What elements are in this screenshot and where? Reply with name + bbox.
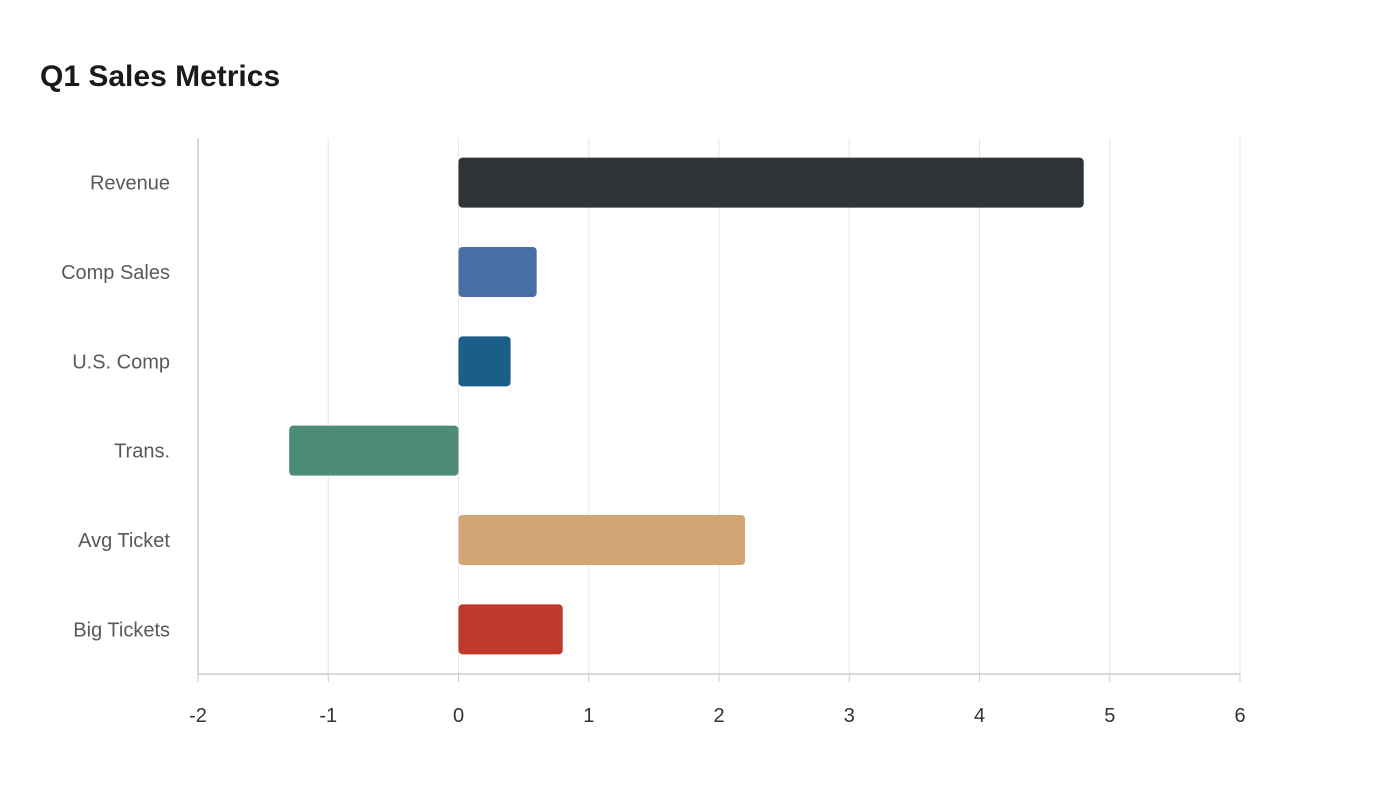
axes xyxy=(197,138,1241,682)
bar-comp-sales xyxy=(458,247,537,297)
x-tick-labels: -2 -1 0 1 2 3 4 5 6 xyxy=(189,705,1245,727)
category-labels: Revenue Comp Sales U.S. Comp Trans. Avg Tick… xyxy=(61,173,170,642)
x-tick-label: -2 xyxy=(189,705,207,727)
category-label: U.S. Comp xyxy=(72,351,170,373)
grid-lines xyxy=(197,138,1241,674)
x-tick-label: 0 xyxy=(453,705,464,727)
x-tick-label: 5 xyxy=(1104,705,1115,727)
x-tick-label: 2 xyxy=(713,705,724,727)
x-tick-label: -1 xyxy=(319,705,337,727)
category-label: Avg Ticket xyxy=(78,530,170,552)
category-label: Trans. xyxy=(114,441,170,463)
category-label: Big Tickets xyxy=(73,619,170,641)
x-tick-label: 3 xyxy=(844,705,855,727)
category-label: Comp Sales xyxy=(61,262,170,284)
bar-u-s-comp xyxy=(458,336,511,387)
bars xyxy=(289,157,1084,655)
bar-avg-ticket xyxy=(458,515,746,565)
x-tick-label: 6 xyxy=(1234,705,1245,727)
bar-trans xyxy=(289,425,459,476)
chart-title: Q1 Sales Metrics xyxy=(40,60,281,93)
category-label: Revenue xyxy=(90,173,170,195)
bar-big-tickets xyxy=(458,604,563,655)
bar-revenue xyxy=(458,157,1084,208)
x-tick-label: 1 xyxy=(583,705,594,727)
x-tick-label: 4 xyxy=(974,705,985,727)
